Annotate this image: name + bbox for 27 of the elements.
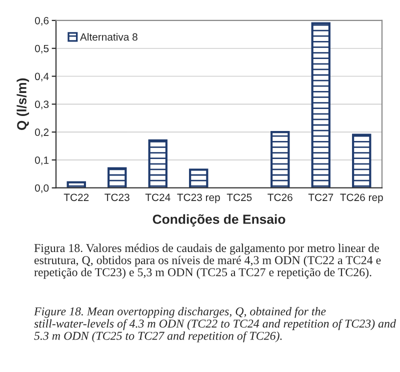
y-axis-title: Q (l/s/m) xyxy=(16,78,30,130)
y-tick-label: 0,0 xyxy=(34,184,49,193)
x-tick-label: TC26 rep xyxy=(340,194,383,204)
x-tick-label: TC27 xyxy=(308,194,334,202)
x-tick-label: TC23 xyxy=(104,194,130,202)
bar xyxy=(311,22,330,188)
y-tick-label: 0,3 xyxy=(34,100,49,110)
legend-label: Alternativa 8 xyxy=(80,33,138,41)
x-tick-label: TC25 xyxy=(226,194,252,202)
x-tick-label: TC24 xyxy=(145,194,170,202)
bar xyxy=(108,167,127,188)
x-axis-title: Condições de Ensaio xyxy=(152,214,286,227)
bar xyxy=(270,131,290,188)
bar xyxy=(66,181,86,188)
x-tick-label: TC23 rep xyxy=(177,194,220,204)
bar xyxy=(148,139,168,188)
y-tick-label: 0,6 xyxy=(34,16,49,26)
caption: Figure 18. Mean overtopping discharges, Q, obtained for the still-water-levels of 4.3 m ODN (TC22 to TC24 and repetition of TC23) and 5.3 m ODN (TC25 to TC27 and repetition of TC26). xyxy=(34,306,396,342)
y-tick-label: 0,4 xyxy=(34,72,49,82)
text: Figura 18. Valores médios de caudais de galgamento por metro linear de estrutura, Q, obtidos para os níveis de maré 4,3 m ODN (TC22 a TC24 e repetição de TC23) e 5,3 m ODN (TC25 a TC27 e repetição de TC26). xyxy=(34,244,381,279)
x-tick-label: TC22 xyxy=(64,194,89,202)
y-tick-label: 0,1 xyxy=(34,156,49,166)
bar xyxy=(352,134,372,188)
y-tick-label: 0,5 xyxy=(34,44,49,54)
x-tick-label: TC26 xyxy=(268,194,292,202)
bar xyxy=(189,168,208,188)
y-tick-label: 0,2 xyxy=(34,128,49,138)
